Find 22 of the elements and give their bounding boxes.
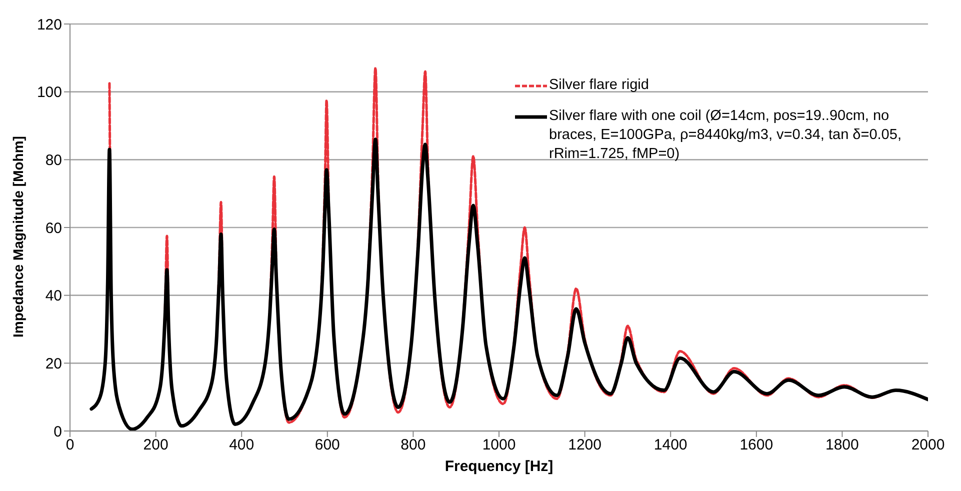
x-tick-label: 800 (400, 436, 426, 454)
y-tick-label: 100 (36, 84, 62, 102)
y-tick-label: 20 (45, 355, 62, 372)
x-tick-label: 1800 (826, 436, 859, 454)
x-tick-label: 1200 (568, 436, 602, 454)
y-tick-label: 80 (45, 152, 62, 169)
y-tick-label: 120 (36, 16, 62, 34)
legend-label: Silver flare with one coil (Ø=14cm, pos=19..90cm, no braces, E=100GPa, ρ=8440kg/m3, v=0.34, tan δ=0.05, rRim=1.725, fMP=0) (549, 107, 902, 164)
y-tick-label: 40 (45, 288, 62, 305)
y-tick-label: 60 (45, 220, 62, 237)
x-tick-label: 1000 (482, 436, 516, 454)
x-tick-label: 200 (143, 436, 168, 454)
legend-label: Silver flare rigid (549, 76, 649, 95)
y-tick-label: 0 (54, 423, 62, 440)
x-axis-title: Frequency [Hz] (444, 458, 554, 475)
x-tick-label: 1400 (654, 436, 688, 454)
x-tick-label: 400 (229, 436, 254, 454)
x-tick-label: 600 (314, 436, 340, 454)
x-tick-label: 2000 (911, 436, 945, 454)
y-axis-title: Impedance Magnitude [Mohm] (10, 136, 26, 338)
x-tick-label: 0 (66, 436, 74, 454)
x-tick-label: 1600 (740, 436, 774, 454)
